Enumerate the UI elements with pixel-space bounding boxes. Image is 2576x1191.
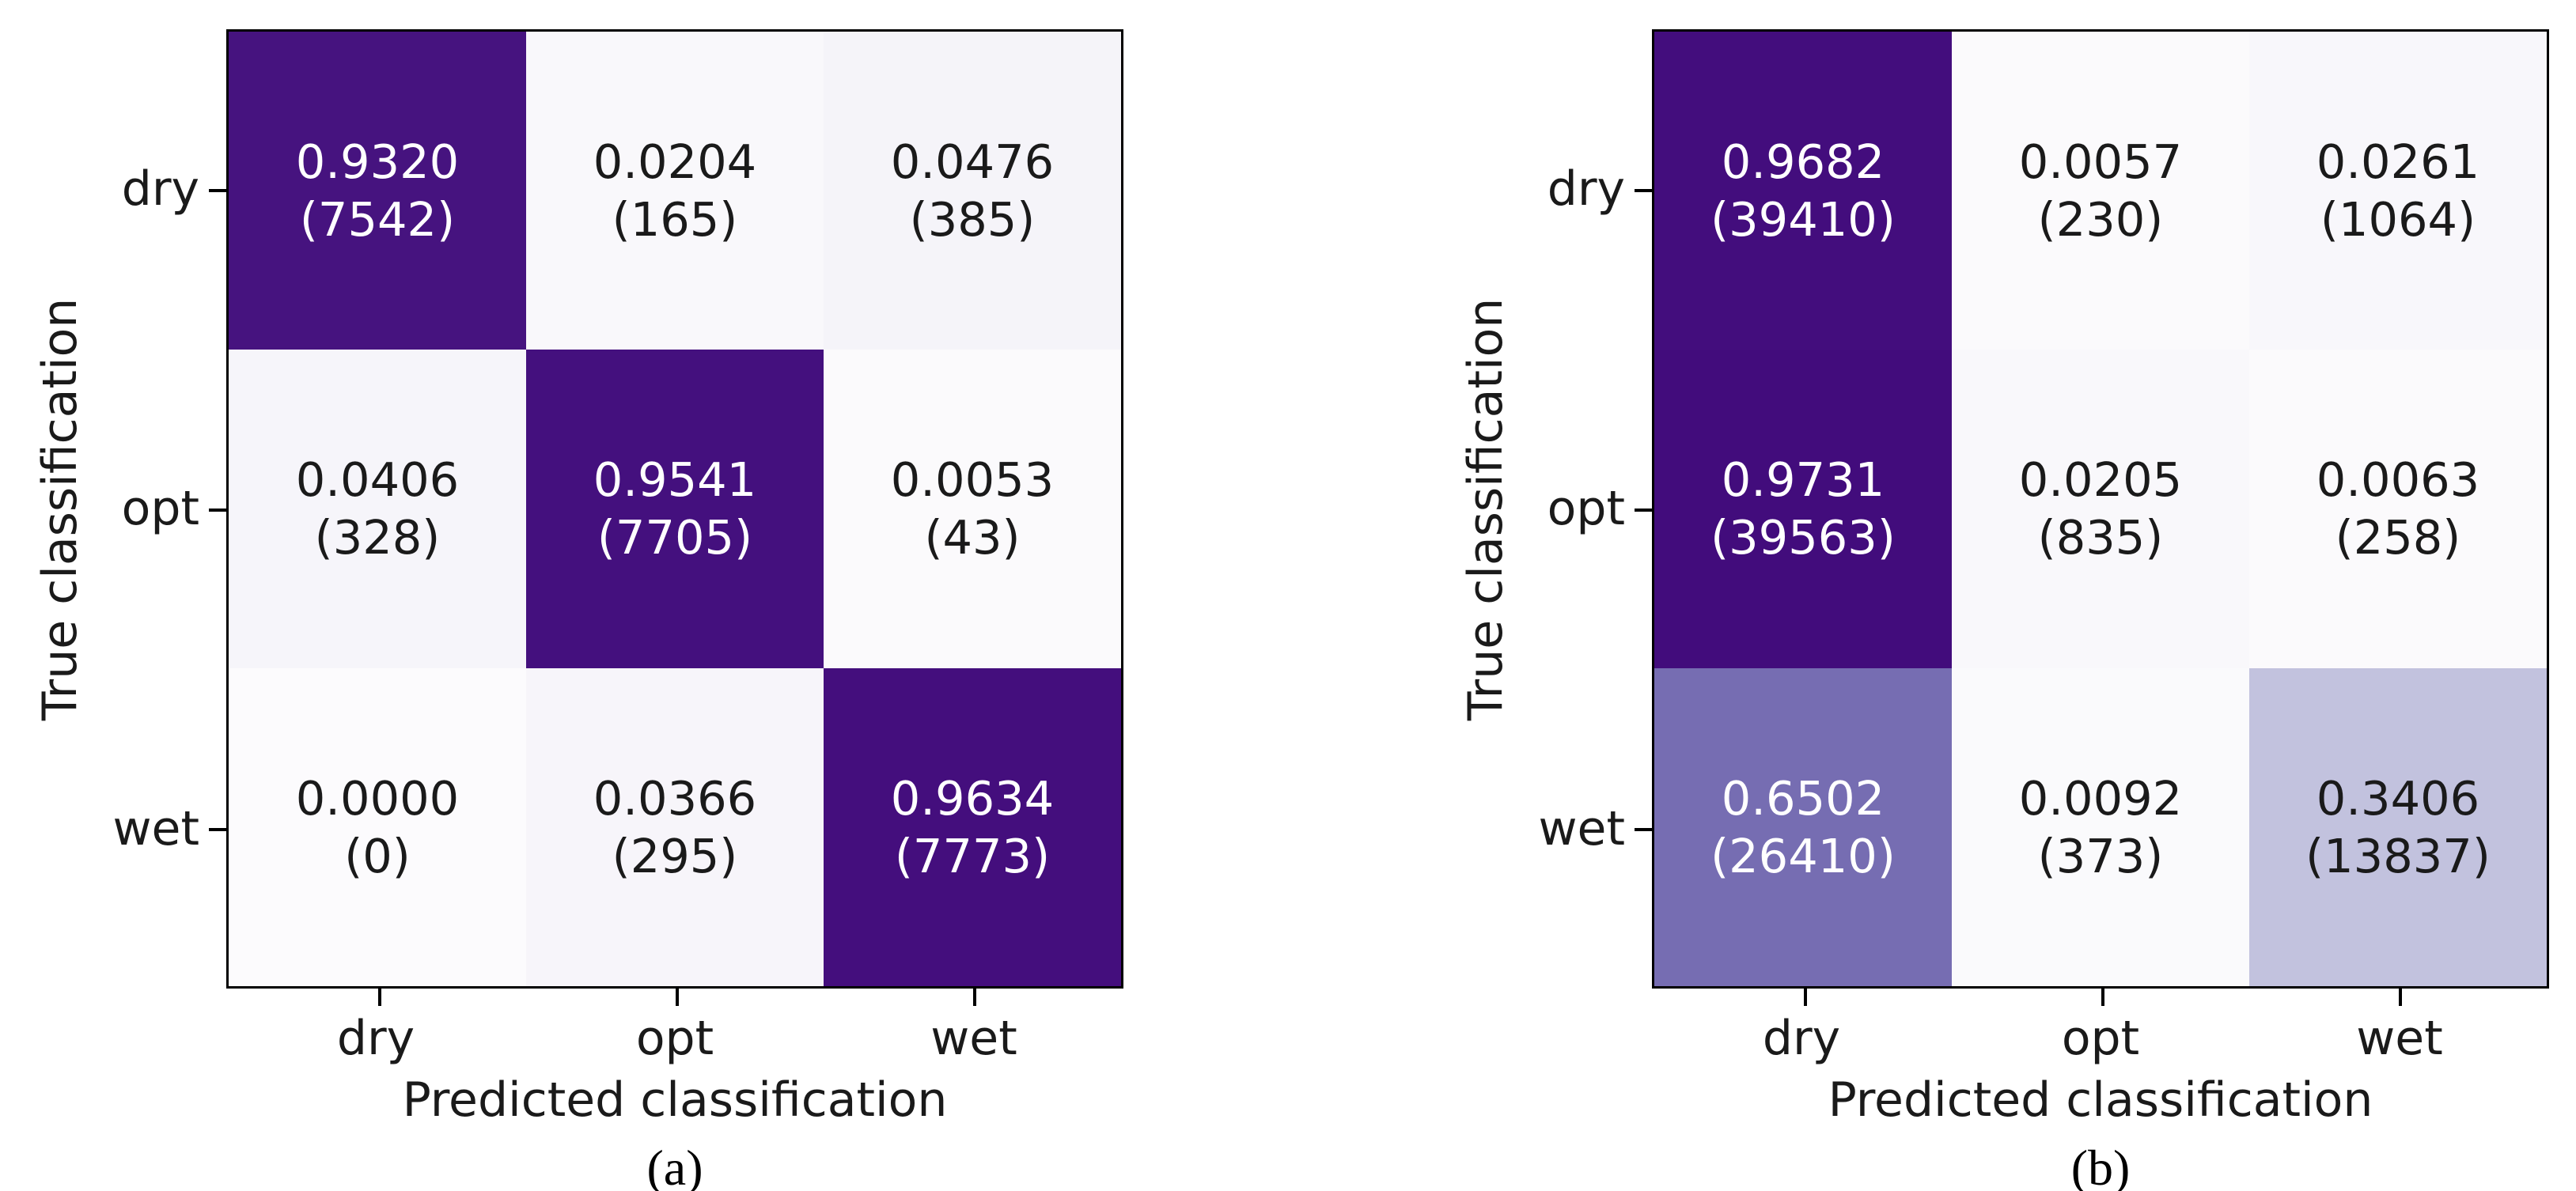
cell-proportion: 0.3406 <box>2316 770 2480 826</box>
y-tick-label: wet <box>1538 800 1625 856</box>
x-tick-label: wet <box>2356 1011 2443 1066</box>
confusion-matrix-figure-b: True classification dry opt wet 0.9682 (… <box>1454 0 2549 1191</box>
tick-mark <box>2399 989 2402 1006</box>
cell-count: (26410) <box>1710 828 1896 883</box>
cell-proportion: 0.0053 <box>890 452 1055 508</box>
matrix-cell: 0.0261 (1064) <box>2249 32 2547 350</box>
y-tick-label: opt <box>121 481 199 537</box>
matrix-cell: 0.9541 (7705) <box>526 350 824 668</box>
y-tick-label: opt <box>1547 481 1625 537</box>
cell-proportion: 0.0092 <box>2018 770 2183 826</box>
matrix-cell: 0.3406 (13837) <box>2249 667 2547 986</box>
cell-count: (230) <box>2037 192 2164 248</box>
x-tick-label: opt <box>2061 1011 2140 1066</box>
tick-mark <box>209 828 226 831</box>
cell-proportion: 0.0000 <box>295 770 460 826</box>
cell-count: (328) <box>314 510 441 565</box>
tick-mark <box>209 509 226 512</box>
y-axis-label: True classification <box>32 297 88 720</box>
x-tick-label: opt <box>635 1011 714 1066</box>
tick-mark <box>209 189 226 192</box>
x-axis-label: Predicted classification <box>402 1072 948 1128</box>
y-tick-labels-a: dry opt wet <box>92 29 226 1191</box>
cell-proportion: 0.0406 <box>295 452 460 508</box>
y-axis-label-area-a: True classification <box>28 29 92 989</box>
matrix-cell: 0.9731 (39563) <box>1654 350 1952 668</box>
tick-mark <box>1804 989 1807 1006</box>
x-tick-label: dry <box>336 1011 415 1066</box>
y-tick-labels-b: dry opt wet <box>1517 29 1652 1191</box>
cell-count: (165) <box>612 192 738 248</box>
matrix-cell: 0.6502 (26410) <box>1654 667 1952 986</box>
cell-count: (13837) <box>2305 828 2491 883</box>
cell-proportion: 0.0205 <box>2018 452 2183 508</box>
matrix-cell: 0.0366 (295) <box>526 667 824 986</box>
cell-proportion: 0.0204 <box>593 134 757 189</box>
subplot-caption-b: (b) <box>2070 1140 2131 1191</box>
matrix-cell: 0.0205 (835) <box>1952 350 2249 668</box>
cell-count: (373) <box>2037 828 2164 883</box>
cell-count: (1064) <box>2320 192 2476 248</box>
cell-proportion: 0.9634 <box>890 770 1055 826</box>
y-tick-label: wet <box>112 800 199 856</box>
cell-proportion: 0.9541 <box>593 452 757 508</box>
tick-mark <box>973 989 976 1006</box>
cell-proportion: 0.9320 <box>295 134 460 189</box>
cell-proportion: 0.9682 <box>1721 134 1885 189</box>
cell-count: (835) <box>2037 510 2164 565</box>
cell-proportion: 0.6502 <box>1721 770 1885 826</box>
cell-count: (0) <box>344 828 411 883</box>
cell-count: (7773) <box>894 828 1051 883</box>
x-axis-label: Predicted classification <box>1828 1072 2373 1128</box>
x-tick-label: dry <box>1762 1011 1841 1066</box>
confusion-matrix-b: 0.9682 (39410) 0.0057 (230) 0.0261 (1064… <box>1635 29 2549 1006</box>
cell-proportion: 0.9731 <box>1721 452 1885 508</box>
matrix-cell: 0.0092 (373) <box>1952 667 2249 986</box>
matrix-cell: 0.0053 (43) <box>824 350 1121 668</box>
confusion-matrix-figure-a: True classification dry opt wet 0.9320 (… <box>28 0 1123 1191</box>
cell-count: (7705) <box>597 510 753 565</box>
heatmap-grid: 0.9320 (7542) 0.0204 (165) 0.0476 (385) … <box>229 32 1121 986</box>
cell-count: (39563) <box>1710 510 1896 565</box>
cell-count: (39410) <box>1710 192 1896 248</box>
matrix-cell: 0.0057 (230) <box>1952 32 2249 350</box>
x-tick-label: wet <box>930 1011 1017 1066</box>
cell-count: (258) <box>2335 510 2461 565</box>
y-tick-label: dry <box>1547 161 1625 217</box>
cell-count: (43) <box>924 510 1021 565</box>
matrix-cell: 0.9634 (7773) <box>824 667 1121 986</box>
tick-mark <box>2101 989 2104 1006</box>
y-axis-label: True classification <box>1458 297 1513 720</box>
plot-area-b: 0.9682 (39410) 0.0057 (230) 0.0261 (1064… <box>1635 0 2549 1191</box>
tick-mark <box>1635 509 1652 512</box>
matrix-cell: 0.0063 (258) <box>2249 350 2547 668</box>
tick-mark <box>676 989 679 1006</box>
matrix-cell: 0.0204 (165) <box>526 32 824 350</box>
tick-mark <box>1635 828 1652 831</box>
matrix-cell: 0.9320 (7542) <box>229 32 526 350</box>
subplot-caption-a: (a) <box>646 1140 703 1191</box>
x-tick-labels-b: dry opt wet <box>1652 1011 2549 1066</box>
matrix-cell: 0.0476 (385) <box>824 32 1121 350</box>
y-axis-label-area-b: True classification <box>1454 29 1517 989</box>
matrix-cell: 0.0406 (328) <box>229 350 526 668</box>
y-tick-label: dry <box>121 161 199 217</box>
plot-area-a: 0.9320 (7542) 0.0204 (165) 0.0476 (385) … <box>209 0 1123 1191</box>
cell-proportion: 0.0057 <box>2018 134 2183 189</box>
cell-proportion: 0.0261 <box>2316 134 2480 189</box>
matrix-cell: 0.9682 (39410) <box>1654 32 1952 350</box>
x-tick-labels-a: dry opt wet <box>226 1011 1123 1066</box>
confusion-matrix-a: 0.9320 (7542) 0.0204 (165) 0.0476 (385) … <box>209 29 1123 1006</box>
cell-count: (385) <box>909 192 1036 248</box>
cell-proportion: 0.0063 <box>2316 452 2480 508</box>
cell-proportion: 0.0476 <box>890 134 1055 189</box>
tick-mark <box>1635 189 1652 192</box>
tick-mark <box>378 989 381 1006</box>
cell-proportion: 0.0366 <box>593 770 757 826</box>
heatmap-grid: 0.9682 (39410) 0.0057 (230) 0.0261 (1064… <box>1654 32 2547 986</box>
cell-count: (295) <box>612 828 738 883</box>
matrix-cell: 0.0000 (0) <box>229 667 526 986</box>
cell-count: (7542) <box>299 192 456 248</box>
